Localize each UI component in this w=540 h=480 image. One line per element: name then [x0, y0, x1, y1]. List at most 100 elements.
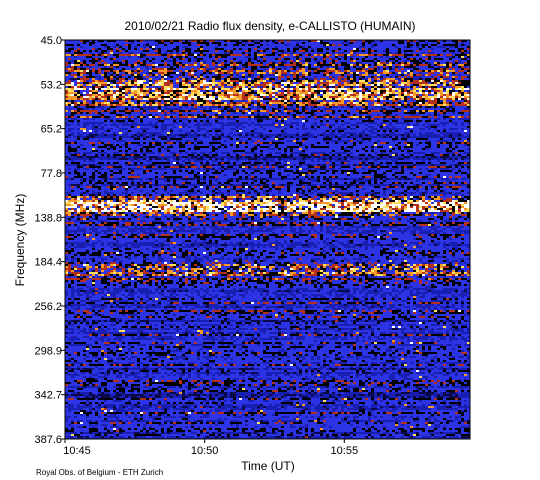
heatmap-cell: [188, 86, 191, 88]
heatmap-cell: [206, 52, 209, 54]
heatmap-cell: [407, 48, 410, 50]
heatmap-cell: [425, 92, 428, 94]
heatmap-cell: [368, 74, 371, 76]
heatmap-cell: [254, 52, 257, 54]
heatmap-cell: [146, 78, 149, 80]
heatmap-cell: [464, 90, 467, 92]
heatmap-cell: [206, 110, 209, 112]
heatmap-cell: [365, 118, 368, 120]
heatmap-cell: [389, 72, 392, 74]
heatmap-cell: [326, 58, 329, 60]
heatmap-cell: [305, 96, 308, 98]
heatmap-cell: [335, 72, 338, 74]
heatmap-cell: [392, 108, 395, 110]
heatmap-cell: [314, 112, 317, 114]
heatmap-cell: [89, 70, 92, 72]
heatmap-cell: [218, 108, 221, 110]
heatmap-cell: [179, 68, 182, 70]
heatmap-cell: [134, 42, 137, 44]
heatmap-cell: [170, 98, 173, 100]
heatmap-cell: [149, 68, 152, 70]
heatmap-cell: [128, 120, 131, 122]
heatmap-cell: [137, 104, 140, 106]
heatmap-cell: [365, 72, 368, 74]
heatmap-cell: [455, 116, 458, 118]
heatmap-cell: [326, 106, 329, 108]
heatmap-cell: [323, 106, 326, 108]
heatmap-cell: [113, 116, 116, 118]
heatmap-cell: [452, 72, 455, 74]
heatmap-cell: [245, 74, 248, 76]
heatmap-cell: [254, 116, 257, 118]
heatmap-cell: [347, 92, 350, 94]
heatmap-cell: [68, 116, 71, 118]
heatmap-cell: [272, 72, 275, 74]
heatmap-cell: [89, 60, 92, 62]
heatmap-cell: [350, 90, 353, 92]
heatmap-cell: [401, 116, 404, 118]
heatmap-cell: [374, 94, 377, 96]
heatmap-cell: [269, 90, 272, 92]
heatmap-cell: [236, 78, 239, 80]
heatmap-cell: [89, 40, 92, 42]
heatmap-cell: [215, 98, 218, 100]
heatmap-cell: [119, 66, 122, 68]
heatmap-cell: [278, 80, 281, 82]
heatmap-cell: [374, 56, 377, 58]
heatmap-cell: [419, 70, 422, 72]
heatmap-cell: [317, 102, 320, 104]
heatmap-cell: [395, 94, 398, 96]
heatmap-cell: [221, 78, 224, 80]
heatmap-cell: [167, 56, 170, 58]
heatmap-cell: [170, 64, 173, 66]
heatmap-cell: [356, 62, 359, 64]
heatmap-cell: [395, 98, 398, 100]
heatmap-cell: [167, 54, 170, 56]
heatmap-cell: [98, 82, 101, 84]
heatmap-cell: [437, 48, 440, 50]
heatmap-cell: [281, 50, 284, 52]
heatmap-cell: [191, 58, 194, 60]
heatmap-cell: [389, 48, 392, 50]
heatmap-cell: [221, 50, 224, 52]
heatmap-cell: [233, 82, 236, 84]
heatmap-cell: [173, 104, 176, 106]
heatmap-cell: [350, 82, 353, 84]
heatmap-cell: [296, 74, 299, 76]
heatmap-cell: [458, 78, 461, 80]
heatmap-cell: [464, 58, 467, 60]
heatmap-cell: [188, 112, 191, 114]
heatmap-cell: [410, 78, 413, 80]
heatmap-cell: [80, 82, 83, 84]
heatmap-cell: [218, 116, 221, 118]
heatmap-cell: [80, 64, 83, 66]
heatmap-cell: [122, 116, 125, 118]
heatmap-cell: [416, 48, 419, 50]
heatmap-cell: [368, 102, 371, 104]
heatmap-cell: [215, 84, 218, 86]
heatmap-cell: [344, 40, 347, 42]
heatmap-cell: [146, 82, 149, 84]
heatmap-cell: [293, 72, 296, 74]
heatmap-cell: [233, 94, 236, 96]
heatmap-cell: [185, 54, 188, 56]
heatmap-cell: [365, 86, 368, 88]
heatmap-cell: [359, 78, 362, 80]
heatmap-cell: [248, 84, 251, 86]
heatmap-cell: [413, 50, 416, 52]
heatmap-cell: [173, 88, 176, 90]
heatmap-cell: [170, 118, 173, 120]
heatmap-cell: [341, 58, 344, 60]
heatmap-cell: [416, 80, 419, 82]
heatmap-cell: [299, 92, 302, 94]
heatmap-cell: [134, 92, 137, 94]
heatmap-cell: [137, 52, 140, 54]
heatmap-cell: [302, 120, 305, 122]
heatmap-cell: [281, 114, 284, 116]
heatmap-cell: [113, 58, 116, 60]
heatmap-cell: [308, 76, 311, 78]
heatmap-cell: [182, 66, 185, 68]
heatmap-cell: [122, 52, 125, 54]
heatmap-cell: [140, 64, 143, 66]
heatmap-cell: [254, 112, 257, 114]
